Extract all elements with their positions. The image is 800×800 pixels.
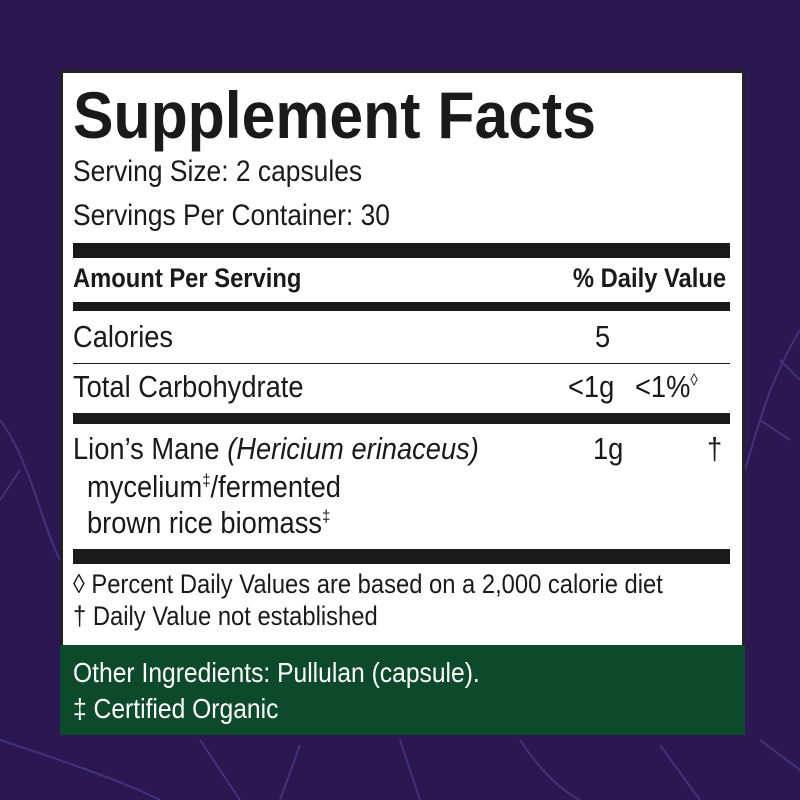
other-ingredients-band: Other Ingredients: Pullulan (capsule). ‡…: [60, 645, 745, 735]
supplement-facts-panel: Supplement Facts Serving Size: 2 capsule…: [60, 70, 745, 648]
row-lions-mane-dv: †: [707, 431, 723, 466]
servings-per-container: Servings Per Container: 30: [73, 199, 390, 232]
row-lions-mane-line3: brown rice biomass‡: [87, 505, 331, 540]
row-lions-mane-amount: 1g: [593, 431, 624, 466]
row-calories-name: Calories: [73, 319, 174, 354]
divider-thin: [73, 363, 730, 364]
divider-thick: [73, 243, 730, 258]
row-carb-name: Total Carbohydrate: [73, 369, 304, 404]
footnote-daily-values: ◊ Percent Daily Values are based on a 2,…: [73, 569, 663, 599]
row-carb-dv: <1%◊: [635, 369, 698, 404]
serving-size: Serving Size: 2 capsules: [73, 155, 363, 188]
amount-per-serving-header: Amount Per Serving: [73, 263, 302, 293]
row-lions-mane-line2: mycelium‡/fermented: [87, 469, 341, 504]
row-lions-mane-name: Lion’s Mane (Hericium erinaceus): [73, 431, 479, 466]
daily-value-header: % Daily Value: [572, 263, 726, 293]
divider-thick: [73, 549, 730, 564]
row-carb-amount: <1g: [568, 369, 615, 404]
row-calories-amount: 5: [595, 319, 611, 354]
organic-note: ‡ Certified Organic: [73, 693, 279, 724]
title: Supplement Facts: [73, 78, 596, 152]
divider-thick: [73, 413, 730, 424]
divider-medium: [73, 302, 730, 311]
other-ingredients: Other Ingredients: Pullulan (capsule).: [73, 657, 480, 688]
footnote-not-established: † Daily Value not established: [73, 601, 378, 631]
